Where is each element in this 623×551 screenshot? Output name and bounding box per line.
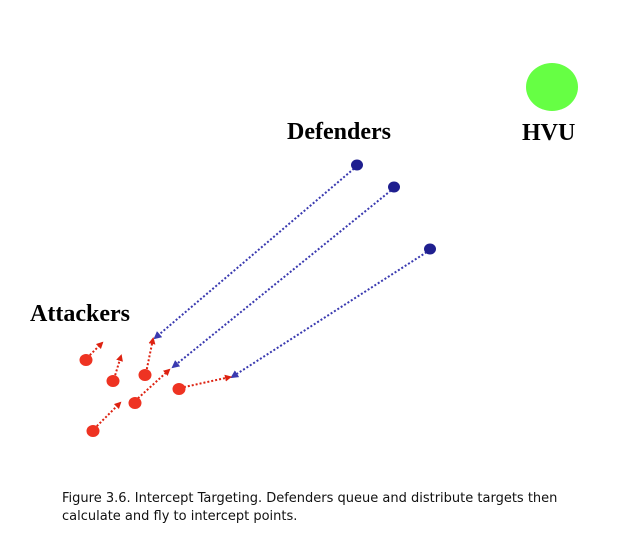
attacker-icon-5 xyxy=(172,383,186,395)
defender-path-1 xyxy=(153,165,358,340)
defender-icon-3 xyxy=(424,243,436,255)
hvu-icon xyxy=(526,63,578,111)
attacker-icon-3 xyxy=(138,369,152,381)
attacker-icon-4 xyxy=(128,397,142,409)
defenders-label: Defenders xyxy=(287,119,391,145)
hvu-label: HVU xyxy=(522,120,575,146)
attacker-icon-1 xyxy=(79,354,93,366)
attacker-icon-2 xyxy=(106,375,120,387)
figure-caption: Figure 3.6. Intercept Targeting. Defende… xyxy=(62,491,558,524)
defender-path-3 xyxy=(230,249,431,379)
attacker-icon-6 xyxy=(86,425,100,437)
defender-icon-2 xyxy=(388,181,400,193)
defender-path-2 xyxy=(171,187,395,369)
attacker-path-5 xyxy=(179,374,232,389)
attacker-path-6 xyxy=(93,401,122,430)
defender-icon-1 xyxy=(351,159,363,171)
attacker-path-3 xyxy=(145,337,156,374)
attackers-label: Attackers xyxy=(30,301,130,327)
attacker-path-1 xyxy=(86,341,104,359)
attacker-path-2 xyxy=(113,354,123,380)
